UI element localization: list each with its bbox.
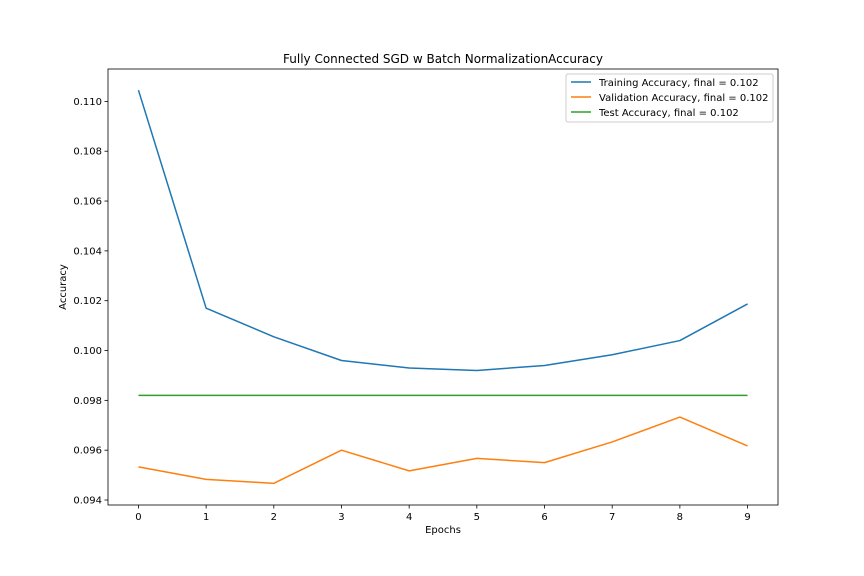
x-tick-label: 8 <box>677 512 683 523</box>
x-tick-label: 7 <box>609 512 615 523</box>
series-line-training <box>137 89 748 372</box>
legend-box <box>565 73 774 123</box>
y-tick-label: 0.108 <box>73 147 102 158</box>
x-tick-label: 6 <box>541 512 547 523</box>
y-axis-label: Accuracy <box>58 264 69 310</box>
axes-frame <box>107 68 779 506</box>
series-line-validation <box>138 416 748 485</box>
x-tick-label: 2 <box>271 512 277 523</box>
y-tick-label: 0.100 <box>73 346 102 357</box>
x-tick-label: 4 <box>406 512 412 523</box>
y-axis: 0.094 0.096 0.098 0.100 0.102 0.104 0.106 0.108… <box>73 97 108 507</box>
x-tick-label: 1 <box>203 512 209 523</box>
y-tick-label: 0.094 <box>73 496 102 507</box>
legend-label-training: Training Accuracy, final = 0.102 <box>598 78 759 89</box>
y-tick-label: 0.106 <box>73 197 102 208</box>
legend: Training Accuracy, final = 0.102 Validat… <box>565 73 774 123</box>
y-tick-label: 0.098 <box>73 396 102 407</box>
x-axis-label: Epochs <box>425 525 461 536</box>
x-tick-label: 5 <box>474 512 480 523</box>
legend-label-validation: Validation Accuracy, final = 0.102 <box>599 93 768 104</box>
y-tick-label: 0.102 <box>73 296 102 307</box>
plot-area <box>137 89 748 485</box>
x-tick-label: 3 <box>338 512 344 523</box>
x-tick-label: 9 <box>744 512 750 523</box>
y-tick-label: 0.110 <box>73 97 102 108</box>
y-tick-label: 0.096 <box>73 446 102 457</box>
x-tick-label: 0 <box>135 512 141 523</box>
y-tick-label: 0.104 <box>73 246 102 257</box>
legend-label-test: Test Accuracy, final = 0.102 <box>598 108 739 119</box>
x-axis: 0 1 2 3 4 5 6 7 8 9 <box>135 505 751 523</box>
chart-title: Fully Connected SGD w Batch Normalizatio… <box>283 52 603 66</box>
